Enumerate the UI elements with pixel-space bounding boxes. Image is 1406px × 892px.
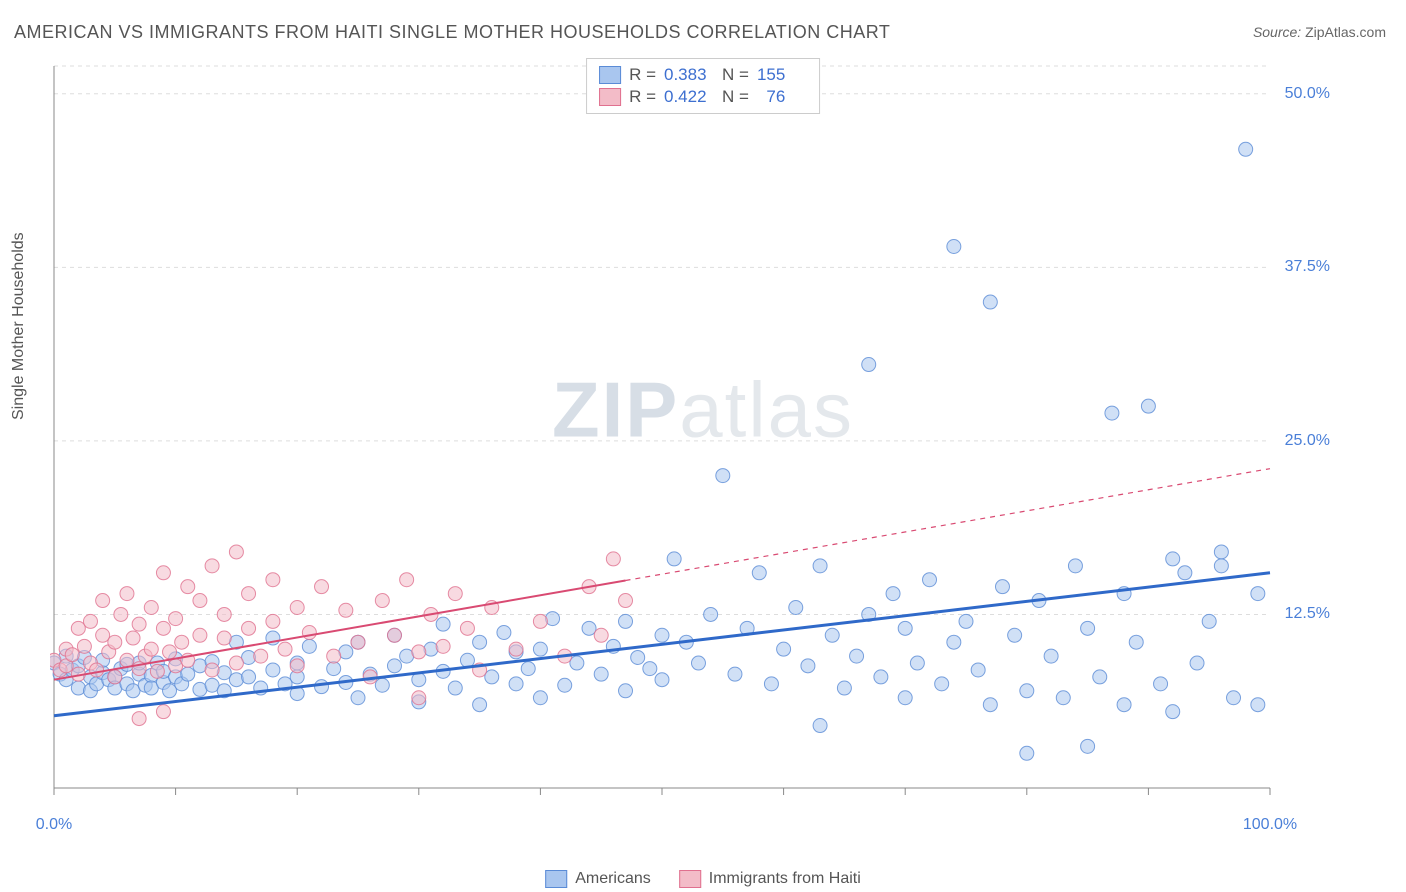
source-value: ZipAtlas.com xyxy=(1305,24,1386,40)
legend-item: Immigrants from Haiti xyxy=(679,870,861,888)
n-value: 76 xyxy=(757,87,807,107)
legend-swatch xyxy=(679,870,701,888)
stats-box: R = 0.383 N = 155 R = 0.422 N = 76 xyxy=(586,58,820,114)
x-tick-label: 100.0% xyxy=(1243,816,1297,834)
chart-title: AMERICAN VS IMMIGRANTS FROM HAITI SINGLE… xyxy=(14,22,890,43)
legend: Americans Immigrants from Haiti xyxy=(545,870,861,888)
y-axis-label: Single Mother Households xyxy=(10,232,28,420)
y-tick-label: 50.0% xyxy=(1285,85,1330,103)
n-value: 155 xyxy=(757,65,807,85)
y-tick-label: 25.0% xyxy=(1285,432,1330,450)
legend-item: Americans xyxy=(545,870,651,888)
x-tick-label: 0.0% xyxy=(36,816,72,834)
n-label: N = xyxy=(722,65,749,85)
source-attribution: Source: ZipAtlas.com xyxy=(1253,24,1386,40)
r-value: 0.422 xyxy=(664,87,714,107)
r-label: R = xyxy=(629,87,656,107)
scatter-plot xyxy=(50,56,1340,836)
n-label: N = xyxy=(722,87,749,107)
series-swatch xyxy=(599,66,621,84)
legend-label: Immigrants from Haiti xyxy=(709,870,861,888)
r-label: R = xyxy=(629,65,656,85)
legend-label: Americans xyxy=(575,870,651,888)
chart-area: 12.5%25.0%37.5%50.0%0.0%100.0% xyxy=(50,56,1340,836)
source-label: Source: xyxy=(1253,24,1301,40)
y-tick-label: 37.5% xyxy=(1285,258,1330,276)
y-tick-label: 12.5% xyxy=(1285,605,1330,623)
series-swatch xyxy=(599,88,621,106)
legend-swatch xyxy=(545,870,567,888)
stats-row: R = 0.422 N = 76 xyxy=(599,87,807,107)
r-value: 0.383 xyxy=(664,65,714,85)
stats-row: R = 0.383 N = 155 xyxy=(599,65,807,85)
